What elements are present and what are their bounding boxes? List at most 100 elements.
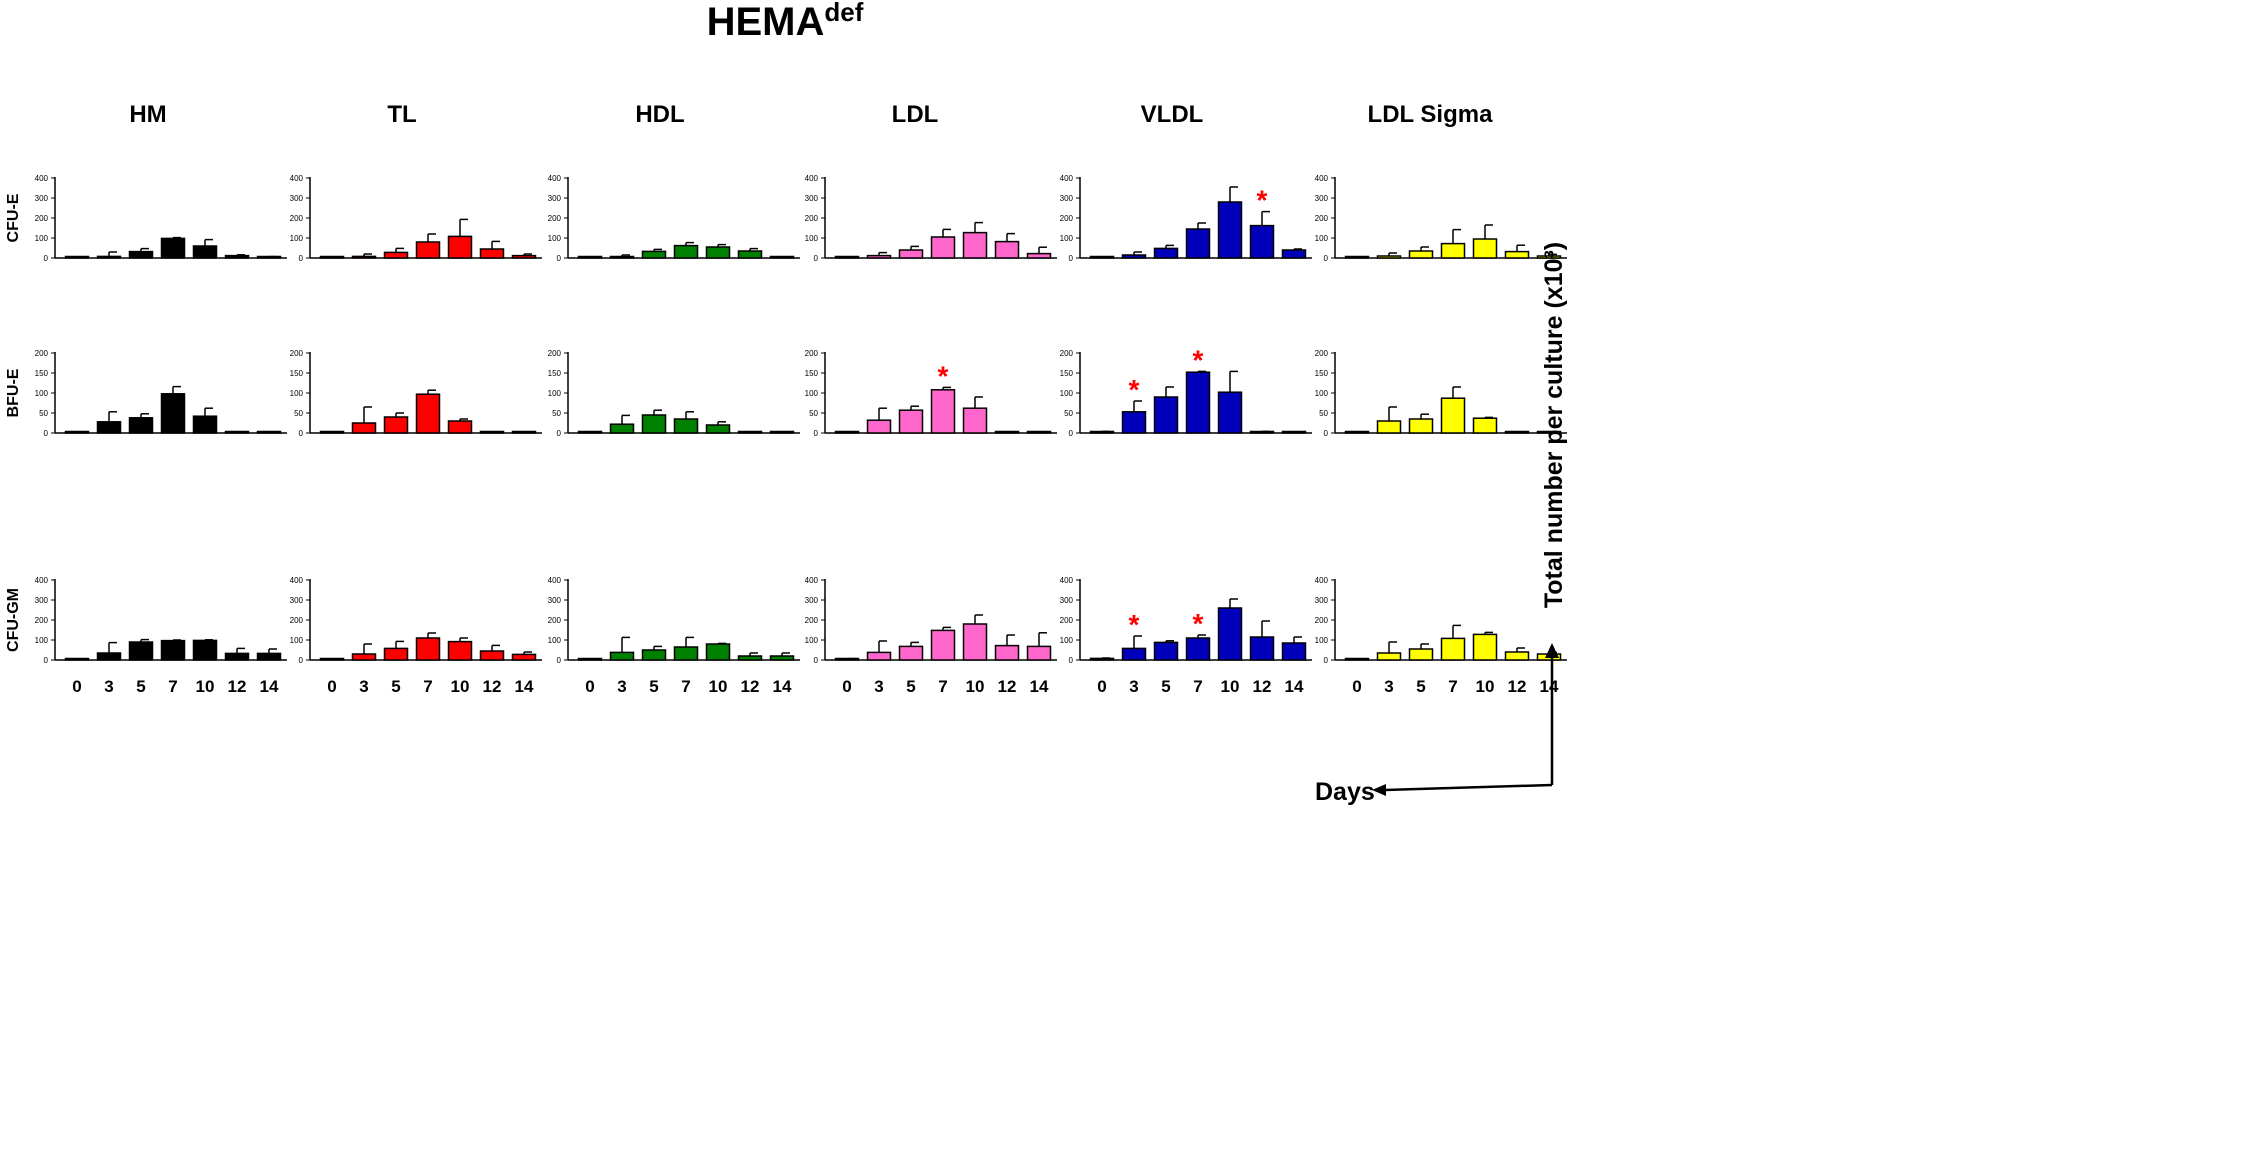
y-tick-label: 300 [35,194,49,203]
panel-cfu-e-ldl: 0 100 200 300 400 [805,174,1057,263]
bar-day-3 [351,653,377,661]
y-tick-label: 0 [44,254,49,263]
bar-day-5 [128,641,154,661]
bar-day-5 [898,409,924,434]
x-tick-label-3: 3 [1129,677,1138,696]
row-label-cfu-e: CFU-E [5,193,22,242]
x-tick-label-12: 12 [741,677,760,696]
bar-day-7 [160,639,186,661]
bar-day-14 [1281,249,1307,259]
bar-day-10 [1472,238,1498,259]
bar-day-10 [192,245,218,259]
x-tick-label-12: 12 [1508,677,1527,696]
bar-day-12 [1249,636,1275,661]
bar-day-14 [1536,430,1562,434]
y-tick-label: 300 [548,596,562,605]
bar-day-7 [1185,371,1211,434]
y-tick-label: 300 [290,596,304,605]
x-tick-label-5: 5 [391,677,400,696]
x-tick-label-5: 5 [136,677,145,696]
y-tick-label: 100 [805,234,819,243]
x-tick-label-10: 10 [451,677,470,696]
bar-day-10 [192,639,218,661]
bar-day-12 [737,430,763,434]
y-tick-label: 150 [290,369,304,378]
y-tick-label: 0 [557,429,562,438]
bar-day-10 [1217,607,1243,661]
panel-cfu-e-hm: 0 100 200 300 400 [35,174,287,263]
y-tick-label: 400 [1060,576,1074,585]
bar-day-5 [898,645,924,661]
y-tick-label: 150 [548,369,562,378]
panel-cfu-gm-tl: 0 100 200 300 400 0 3 5 7 10 12 14 [290,576,542,696]
bar-day-14 [769,430,795,434]
y-tick-label: 0 [1324,656,1329,665]
y-tick-label: 150 [805,369,819,378]
bar-day-7 [673,418,699,434]
y-tick-label: 400 [548,576,562,585]
y-tick-label: 200 [805,616,819,625]
bar-day-7 [1185,228,1211,259]
bar-day-7 [160,393,186,434]
y-tick-label: 200 [805,349,819,358]
column-header-vldl: VLDL [1141,101,1204,128]
bar-day-5 [641,414,667,434]
bar-day-12 [737,250,763,259]
x-tick-label-3: 3 [874,677,883,696]
column-header-ldl: LDL [892,101,939,128]
bar-day-5 [128,417,154,434]
x-tick-label-14: 14 [1030,677,1049,696]
column-header-ldl-sigma: LDL Sigma [1368,101,1494,128]
x-tick-label-10: 10 [1476,677,1495,696]
y-tick-label: 100 [548,389,562,398]
bar-day-14 [1281,642,1307,661]
bar-day-7 [1440,637,1466,661]
bar-day-5 [1153,641,1179,661]
bar-day-14 [1026,645,1052,661]
y-tick-label: 300 [805,194,819,203]
y-tick-label: 0 [44,429,49,438]
x-tick-label-7: 7 [168,677,177,696]
outer-y-axis-label: Total number per culture (x10³) [1540,242,1568,608]
y-tick-label: 200 [1060,349,1074,358]
bar-day-3 [351,255,377,259]
outer-axes: Total number per culture (x10³) Days [1315,242,1568,806]
bar-day-5 [383,251,409,259]
y-tick-label: 100 [1060,636,1074,645]
y-tick-label: 50 [39,409,48,418]
bar-day-14 [511,254,537,259]
bar-day-5 [1408,648,1434,661]
y-tick-label: 400 [35,576,49,585]
bar-day-12 [479,650,505,661]
y-tick-label: 200 [1315,349,1329,358]
y-tick-label: 50 [1064,409,1073,418]
bar-day-3 [866,651,892,661]
y-tick-label: 200 [805,214,819,223]
x-tick-label-5: 5 [906,677,915,696]
bar-day-7 [415,637,441,661]
significance-asterisk: * [1257,185,1268,216]
significance-asterisk: * [1129,374,1140,405]
outer-x-axis-label: Days [1315,778,1375,806]
y-tick-label: 300 [548,194,562,203]
y-tick-label: 0 [1324,254,1329,263]
bar-day-14 [1026,430,1052,434]
y-tick-label: 200 [290,349,304,358]
x-tick-label-7: 7 [1193,677,1202,696]
y-tick-label: 50 [294,409,303,418]
row-label-cfu-gm: CFU-GM [5,588,22,652]
bar-day-10 [1217,391,1243,434]
bar-day-10 [705,246,731,259]
y-tick-label: 50 [552,409,561,418]
y-tick-label: 100 [35,389,49,398]
y-tick-label: 300 [1060,194,1074,203]
column-header-tl: TL [387,101,416,128]
y-tick-label: 0 [557,656,562,665]
panel-cfu-gm-ldl-sigma: 0 100 200 300 400 0 3 5 7 10 12 14 [1315,576,1567,696]
y-tick-label: 200 [548,616,562,625]
bar-day-14 [769,655,795,661]
panel-cfu-gm-ldl: 0 100 200 300 400 0 3 5 7 10 12 14 [805,576,1057,696]
bar-day-10 [962,623,988,661]
y-tick-label: 100 [290,389,304,398]
